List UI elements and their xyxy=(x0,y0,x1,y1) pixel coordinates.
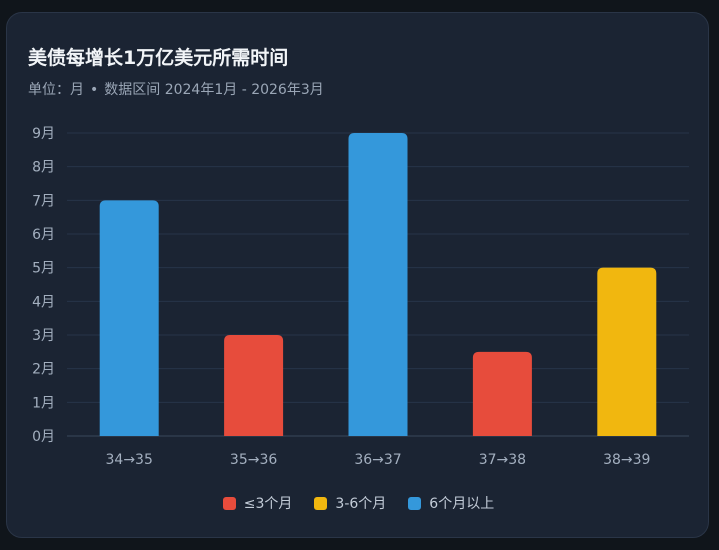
bar-37→38[interactable] xyxy=(472,351,532,436)
x-tick-label: 37→38 xyxy=(479,452,526,468)
legend-swatch xyxy=(314,496,328,510)
y-tick-label: 6月 xyxy=(32,227,55,243)
y-tick-label: 7月 xyxy=(32,193,55,209)
y-tick-label: 4月 xyxy=(32,294,55,310)
subtitle-range: 数据区间 2024年1月 - 2026年3月 xyxy=(104,82,324,98)
y-tick-label: 0月 xyxy=(32,429,55,445)
legend-swatch xyxy=(222,496,236,510)
x-tick-label: 36→37 xyxy=(354,452,401,468)
bar-35→36[interactable] xyxy=(224,335,284,436)
y-tick-label: 1月 xyxy=(32,395,55,411)
chart-legend: ≤3个月 3-6个月 6个月以上 xyxy=(7,493,710,513)
y-tick-label: 2月 xyxy=(32,362,55,378)
legend-swatch xyxy=(408,496,422,510)
y-tick-label: 3月 xyxy=(32,328,55,344)
bar-chart: 0月 1月 2月 3月 4月 5月 6月 7月 8月 9月 34→35 35→36 36→37 37→38… xyxy=(32,126,689,468)
legend-item-3-6[interactable]: 3-6个月 xyxy=(314,493,386,513)
x-tick-label: 38→39 xyxy=(603,452,650,468)
subtitle-unit: 单位：月 xyxy=(28,82,84,98)
x-tick-label: 34→35 xyxy=(106,452,153,468)
y-tick-label: 8月 xyxy=(32,160,55,176)
chart-subtitle: 单位：月 • 数据区间 2024年1月 - 2026年3月 xyxy=(28,79,324,99)
legend-item-6-plus[interactable]: 6个月以上 xyxy=(408,493,494,513)
legend-label: 6个月以上 xyxy=(429,496,495,512)
chart-card: 美债每增长1万亿美元所需时间 单位：月 • 数据区间 2024年1月 - 2026年… xyxy=(6,12,709,538)
legend-label: 3-6个月 xyxy=(335,496,387,512)
bar-34→35[interactable] xyxy=(99,200,159,436)
legend-item-le-3[interactable]: ≤3个月 xyxy=(222,493,293,513)
x-tick-label: 35→36 xyxy=(230,452,277,468)
bar-36→37[interactable] xyxy=(348,133,408,436)
y-tick-label: 9月 xyxy=(32,126,55,142)
y-tick-label: 5月 xyxy=(32,261,55,277)
chart-title: 美债每增长1万亿美元所需时间 xyxy=(28,47,289,69)
subtitle-separator: • xyxy=(90,82,99,98)
bar-38→39[interactable] xyxy=(597,267,657,436)
legend-label: ≤3个月 xyxy=(243,496,293,512)
